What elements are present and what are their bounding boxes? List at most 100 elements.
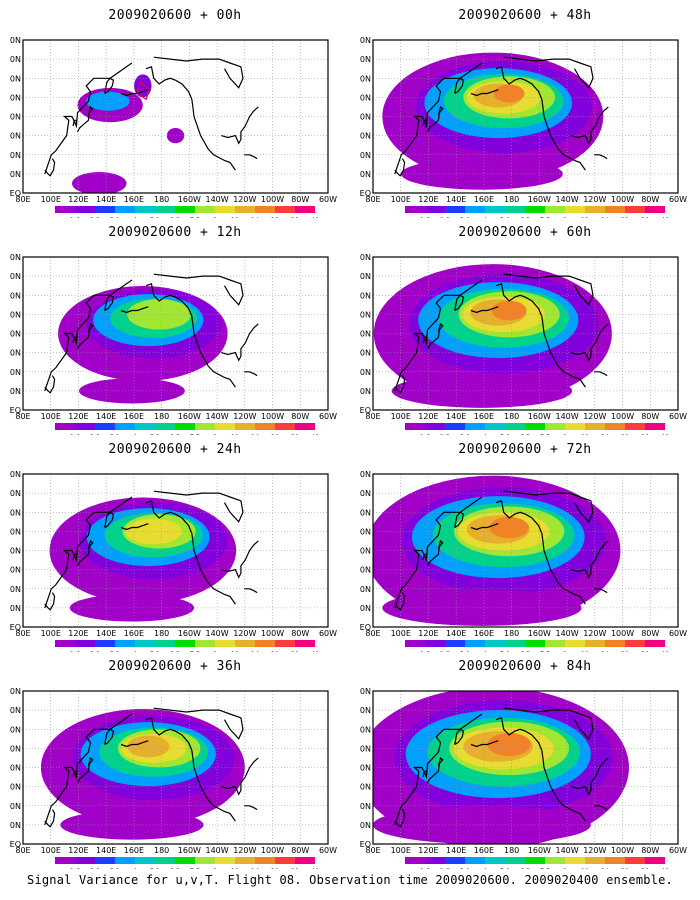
forecast-panel: 2009020600 + 00h EQ 10N 20N 30N 40N 50N 60N 70N…	[10, 8, 340, 218]
colorbar-label: 5.1	[500, 650, 510, 652]
colorbar-swatch	[75, 857, 95, 864]
lat-tick-label: 10N	[360, 604, 371, 613]
colorbar-label: 21	[271, 650, 279, 652]
coastline	[394, 375, 406, 394]
lat-tick-label: 80N	[10, 687, 21, 696]
lat-tick-label: EQ	[360, 840, 371, 849]
coastline	[503, 273, 594, 306]
colorbar-label: 11	[231, 216, 239, 218]
coastline	[44, 158, 56, 177]
colorbar-label: 3.1	[460, 216, 470, 218]
lon-tick-label: 160W	[528, 412, 551, 421]
lon-tick-label: 120W	[233, 629, 256, 638]
signal-field	[373, 691, 629, 844]
lon-tick-label: 180	[504, 412, 519, 421]
colorbar-swatch	[525, 857, 545, 864]
coastline	[495, 500, 586, 605]
colorbar-label: 14	[251, 216, 259, 218]
lon-tick-label: 100E	[41, 412, 61, 421]
lat-tick-label: 20N	[10, 802, 21, 811]
coastlines	[394, 273, 609, 394]
map-frame	[22, 690, 329, 845]
colorbar-label: 9	[563, 216, 567, 218]
colorbar-label: 5.1	[150, 867, 160, 869]
colorbar-swatch	[295, 423, 315, 430]
lat-tick-label: 70N	[360, 55, 371, 64]
colorbar-label: 9	[213, 433, 217, 435]
coastlines	[394, 490, 609, 611]
lon-tick-label: 60W	[669, 846, 687, 855]
forecast-panel: 2009020600 + 12h EQ 10N 20N 30N 40N 50N 60N 70N…	[10, 225, 340, 435]
colorbar-swatch	[235, 423, 255, 430]
colorbar-label: 40	[311, 650, 319, 652]
coastline	[153, 273, 244, 306]
colorbar-swatch	[645, 206, 665, 213]
lon-tick-label: 100W	[611, 846, 634, 855]
map-background	[23, 40, 328, 193]
colorbar-swatch	[75, 640, 95, 647]
lon-tick-label: 140W	[555, 195, 578, 204]
lon-tick-label: 140E	[96, 412, 116, 421]
coastlines	[394, 56, 609, 177]
coastline	[470, 89, 499, 97]
signal-field	[40, 709, 245, 840]
colorbar-swatch	[275, 640, 295, 647]
coastline	[594, 805, 608, 811]
colorbar-swatch	[445, 857, 465, 864]
lon-tick-label: 60W	[669, 412, 687, 421]
colorbar-swatch	[255, 423, 275, 430]
colorbar-label: 21	[271, 433, 279, 435]
colorbar-swatch	[95, 857, 115, 864]
lon-tick-label: 80W	[641, 629, 659, 638]
colorbar-label: 14	[601, 867, 609, 869]
forecast-panel: 2009020600 + 60h EQ 10N 20N 30N 40N 50N 60N 70N…	[360, 225, 690, 435]
coastline	[594, 588, 608, 594]
colorbar-label: 5.1	[500, 867, 510, 869]
lon-tick-label: 100E	[391, 629, 411, 638]
coastline	[503, 490, 594, 523]
forecast-map: EQ 10N 20N 30N 40N 50N 60N 70N 80N 80E 100E 120E 140…	[10, 253, 337, 435]
colorbar-label: 7.5	[540, 216, 550, 218]
lon-tick-label: 160W	[178, 629, 201, 638]
colorbar-swatch	[115, 423, 135, 430]
colorbar-label: 11	[581, 433, 589, 435]
colorbar-label: 14	[601, 650, 609, 652]
colorbar-swatch	[135, 206, 155, 213]
colorbar-label: 1.6	[70, 216, 80, 218]
signal-contour	[166, 127, 185, 144]
colorbar-label: 4	[133, 433, 137, 435]
lon-tick-label: 140W	[205, 846, 228, 855]
signal-field	[382, 52, 604, 190]
coastline	[571, 757, 609, 796]
colorbar-label: 7.5	[190, 867, 200, 869]
colorbar-label: 4	[133, 867, 137, 869]
colorbar-label: 4	[483, 867, 487, 869]
lon-tick-label: 100W	[611, 629, 634, 638]
colorbar-swatch	[565, 640, 585, 647]
colorbar-label: 5.1	[500, 433, 510, 435]
lat-tick-label: 70N	[360, 489, 371, 498]
coastline	[244, 805, 258, 811]
colorbar-swatch	[645, 857, 665, 864]
colorbar-label: 40	[661, 650, 669, 652]
lon-tick-label: 120E	[418, 629, 438, 638]
colorbar-swatch	[545, 423, 565, 430]
lat-tick-label: EQ	[360, 623, 371, 632]
colorbar-label: 29	[641, 433, 649, 435]
coastline	[426, 756, 444, 784]
colorbar-swatch	[195, 640, 215, 647]
colorbar-label: 29	[291, 867, 299, 869]
lon-tick-label: 160E	[124, 629, 144, 638]
lat-tick-label: 40N	[360, 764, 371, 773]
coastline	[153, 490, 244, 523]
lat-tick-label: 70N	[360, 706, 371, 715]
colorbar-label: 1.6	[70, 650, 80, 652]
colorbar-swatch	[215, 423, 235, 430]
lon-tick-label: 120E	[68, 412, 88, 421]
lat-tick-label: 70N	[10, 706, 21, 715]
lat-tick-label: 30N	[360, 349, 371, 358]
colorbar-label: 4	[483, 433, 487, 435]
coastline	[426, 539, 444, 567]
lon-tick-label: 140E	[96, 629, 116, 638]
colorbar-label: 29	[291, 650, 299, 652]
